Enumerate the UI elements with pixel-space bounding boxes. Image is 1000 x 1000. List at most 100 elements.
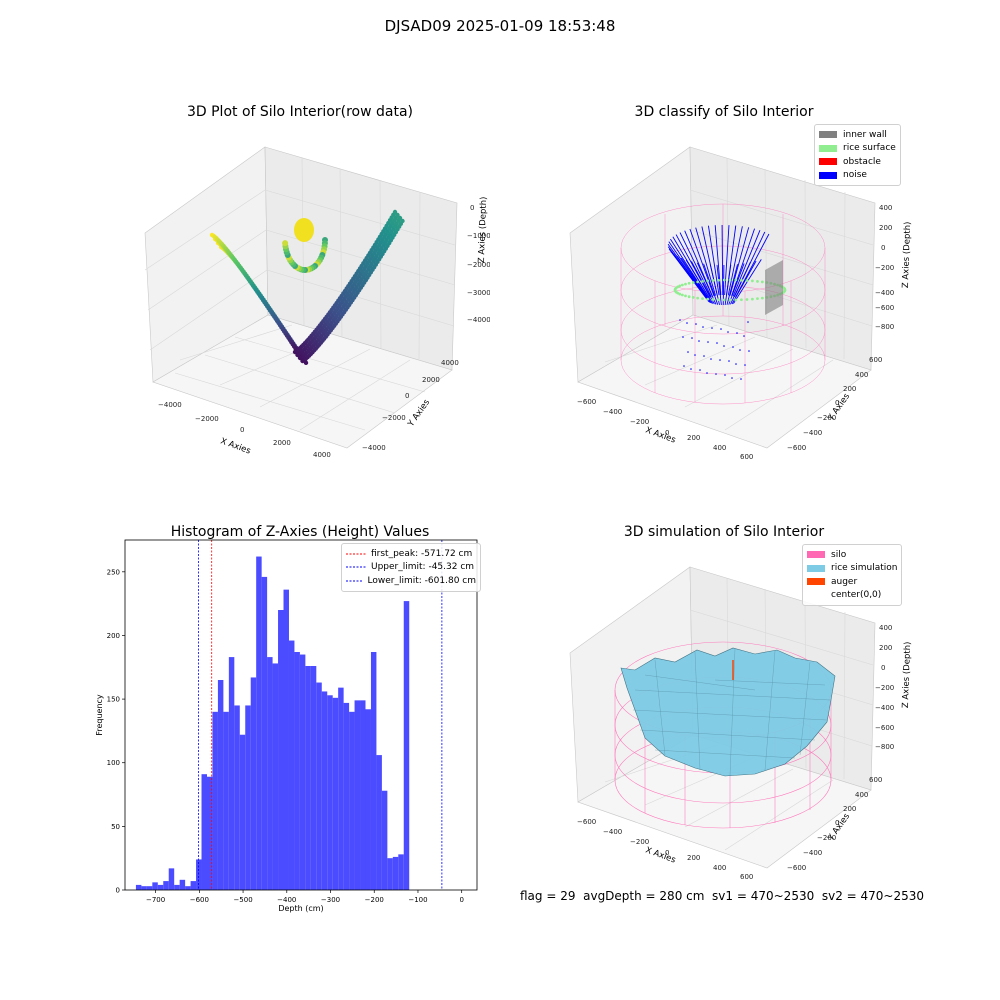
plot2-noise-point <box>739 349 741 351</box>
plot2-noise-point <box>690 368 692 370</box>
plot2-y-tick: −400 <box>803 429 822 437</box>
hist-bar <box>256 556 262 890</box>
hist-bar <box>201 774 207 890</box>
plot2-noise-point <box>711 327 713 329</box>
hist-bar <box>250 677 257 890</box>
plot4-y-tick: 400 <box>855 791 868 799</box>
plot2-noise-strand <box>724 225 730 296</box>
plot2-noise-point <box>724 374 726 376</box>
hist-bar <box>190 881 197 890</box>
plot1-point <box>395 212 400 218</box>
plot2-noise-strand <box>732 230 761 297</box>
hist-vlines <box>198 540 443 890</box>
hist-bar <box>305 666 311 890</box>
hist-bar <box>179 879 186 890</box>
plot1-x-tick: 0 <box>240 426 244 434</box>
plot2-noise-strand <box>716 264 722 306</box>
plot2-rice-point <box>701 279 704 283</box>
plot2-x-tick: 600 <box>740 453 753 460</box>
legend-label: noise <box>843 170 867 181</box>
hist-bar <box>196 859 202 890</box>
hist-legend: first_peak: -571.72 cm Upper_limit: -45.… <box>341 543 481 592</box>
plot2-noise-point <box>727 331 729 333</box>
plot1-xlabel: X Axies <box>219 436 252 456</box>
plot2-noise-point <box>702 326 704 328</box>
plot2-noise-point <box>698 340 700 342</box>
plot2-points <box>667 224 787 380</box>
plot4-z-tick: 0 <box>881 664 885 672</box>
hist-bar <box>360 700 366 890</box>
legend-swatch-rice-surface <box>819 144 837 152</box>
plot2-noise-strand <box>672 236 710 299</box>
hist-bar <box>272 663 279 890</box>
legend-label: inner wall <box>843 129 887 140</box>
plot2-y-tick: −200 <box>817 414 836 422</box>
hist-bar <box>349 711 355 890</box>
hist-bar <box>135 884 142 890</box>
hist-bar <box>398 854 404 890</box>
hist-y-ticklabel: 50 <box>111 823 120 831</box>
legend-swatch-silo <box>807 551 825 559</box>
plot1-y-tick: −4000 <box>362 444 386 452</box>
hist-x-ticklabel: −100 <box>408 896 427 904</box>
hist-bar <box>381 790 388 890</box>
plot1-zlabel: Z Axies (Depth) <box>477 196 489 263</box>
legend-swatch-center <box>807 591 825 599</box>
plot2-noise-point <box>743 335 745 337</box>
hist-y-ticklabel: 250 <box>107 568 120 576</box>
hist-bar <box>288 640 295 890</box>
hist-bar <box>206 776 213 890</box>
hist-bar <box>146 886 153 890</box>
hist-y-ticklabel: 200 <box>107 632 120 640</box>
plot2-rice-point <box>734 278 738 282</box>
plot2-rice-point <box>750 297 754 301</box>
plot1-x-tick: −4000 <box>158 401 182 409</box>
plot2-noise-point <box>706 372 708 374</box>
plot2-rice-point <box>691 281 695 284</box>
hist-bar <box>327 695 333 890</box>
hist-bar <box>223 711 229 890</box>
plot2-noise-strand <box>727 226 743 296</box>
plot2-rice-point <box>734 298 738 302</box>
plot2-noise-point <box>679 319 681 321</box>
plot2-noise-strand <box>722 264 725 306</box>
hist-y-ticks: 0 50 100 150 200 250 <box>107 568 125 895</box>
hist-bar <box>338 687 344 890</box>
hist-bar <box>261 576 268 890</box>
plot2-rice-point <box>680 293 684 297</box>
plot2-z-tick: −800 <box>875 323 894 331</box>
page-title: DJSAD09 2025-01-09 18:53:48 <box>384 17 616 35</box>
plot3-title: Histogram of Z-Axies (Height) Values <box>170 524 430 540</box>
hist-ylabel: Frequency <box>95 694 104 736</box>
plot3-histogram: −700 −600 −500 −400 −300 −200 −100 0 0 50 100 150 2… <box>95 539 478 913</box>
hist-bar <box>316 682 322 890</box>
plot2-rice-point <box>706 297 710 301</box>
hist-bar <box>283 589 289 890</box>
plot2-noise-point <box>682 336 684 338</box>
plot2-noise-strand <box>733 231 766 297</box>
hist-y-ticklabel: 100 <box>107 759 120 767</box>
plot2-noise-point <box>716 342 718 344</box>
plot2-rice-point <box>680 283 684 287</box>
hist-bar <box>157 884 164 890</box>
hist-bar <box>343 702 350 890</box>
plot2-x-tick: 200 <box>687 434 700 442</box>
hist-bar <box>245 705 251 890</box>
plot1-point <box>282 240 289 247</box>
plot2-rice-point <box>756 297 759 301</box>
plot2-rice-point <box>722 298 726 302</box>
plot2-rice-point <box>687 295 691 299</box>
plot1-panes <box>144 146 458 449</box>
plot2-xlabel: X Axies <box>644 425 677 445</box>
plot2-rice-point <box>717 278 720 282</box>
plot2-noise-strand <box>721 224 724 296</box>
plot2-noise-strand <box>726 225 737 296</box>
hist-bar <box>168 868 175 890</box>
plot2-rice-point <box>722 278 726 282</box>
plot2-3d-classify: −600 −400 −200 0 200 400 600 −600 −400 −… <box>569 146 913 460</box>
plot2-noise-strand <box>728 263 745 305</box>
plot2-noise-point <box>691 337 693 339</box>
hist-bar <box>365 709 371 890</box>
plot2-rice-point <box>760 280 764 284</box>
plot2-y-tick: 600 <box>869 356 882 364</box>
